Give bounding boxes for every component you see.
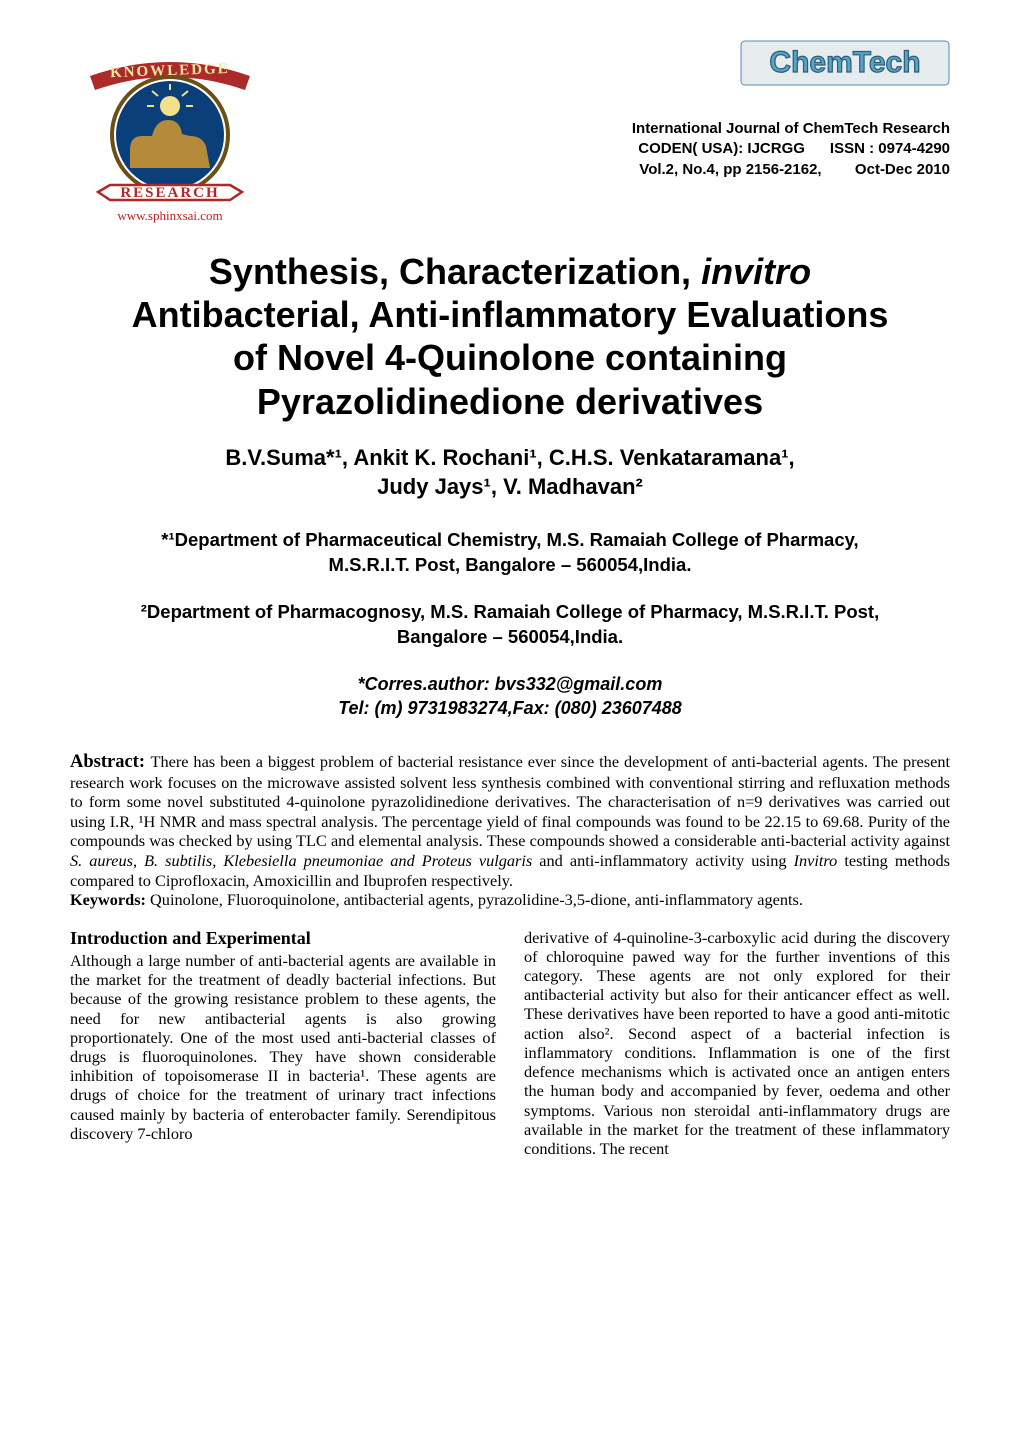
article-title: Synthesis, Characterization, invitro Ant…: [70, 250, 950, 423]
title-line2: Antibacterial, Anti-inflammatory Evaluat…: [132, 294, 889, 335]
affiliation-1: *¹Department of Pharmaceutical Chemistry…: [70, 528, 950, 578]
affil2-line2: Bangalore – 560054,India.: [70, 625, 950, 650]
abstract: Abstract: There has been a biggest probl…: [70, 751, 950, 910]
title-line1-pre: Synthesis, Characterization,: [209, 251, 701, 292]
abstract-text-c: and anti-inflammatory activity using: [532, 851, 793, 870]
section-head-intro: Introduction and Experimental: [70, 928, 496, 949]
authors: B.V.Suma*¹, Ankit K. Rochani¹, C.H.S. Ve…: [70, 443, 950, 502]
page-root: KNOWLEDGE RESEARCH: [0, 0, 1020, 1208]
journal-meta: International Journal of ChemTech Resear…: [390, 119, 950, 180]
abstract-lead: Abstract:: [70, 752, 151, 772]
keywords-text: Quinolone, Fluoroquinolone, antibacteria…: [150, 890, 803, 909]
abstract-italic-1: S. aureus, B. subtilis, Klebesiella pneu…: [70, 851, 532, 870]
chemtech-badge: ChemTech ChemTech: [740, 40, 950, 91]
journal-meta-line2: CODEN( USA): IJCRGG ISSN : 0974-4290: [390, 139, 950, 159]
body-col-right: derivative of 4-quinoline-3-carboxylic a…: [524, 928, 950, 1159]
sphinx-logo-svg: KNOWLEDGE RESEARCH: [70, 40, 270, 240]
logo-url: www.sphinxsai.com: [117, 208, 222, 223]
logo-research-text: RESEARCH: [120, 185, 219, 201]
journal-meta-line3: Vol.2, No.4, pp 2156-2162, Oct-Dec 2010: [390, 160, 950, 180]
authors-line2: Judy Jays¹, V. Madhavan²: [70, 472, 950, 502]
authors-line1: B.V.Suma*¹, Ankit K. Rochani¹, C.H.S. Ve…: [70, 443, 950, 473]
body-columns: Introduction and Experimental Although a…: [70, 928, 950, 1159]
affil1-line2: M.S.R.I.T. Post, Bangalore – 560054,Indi…: [70, 553, 950, 578]
journal-meta-line1: International Journal of ChemTech Resear…: [390, 119, 950, 139]
body-left-text: Although a large number of anti-bacteria…: [70, 951, 496, 1143]
body-right-text: derivative of 4-quinoline-3-carboxylic a…: [524, 928, 950, 1158]
abstract-italic-2: Invitro: [794, 851, 838, 870]
title-line4: Pyrazolidinedione derivatives: [257, 381, 763, 422]
corres-line1: *Corres.author: bvs332@gmail.com: [70, 672, 950, 696]
keywords-lead: Keywords:: [70, 890, 150, 909]
logo-sun: [160, 96, 180, 116]
corres-line2: Tel: (m) 9731983274,Fax: (080) 23607488: [70, 696, 950, 720]
affiliation-2: ²Department of Pharmacognosy, M.S. Ramai…: [70, 600, 950, 650]
svg-text:ChemTech: ChemTech: [769, 46, 920, 79]
header: KNOWLEDGE RESEARCH: [70, 40, 950, 240]
body-col-left: Introduction and Experimental Although a…: [70, 928, 496, 1159]
publisher-logo: KNOWLEDGE RESEARCH: [70, 40, 280, 240]
affil1-line1: *¹Department of Pharmaceutical Chemistry…: [70, 528, 950, 553]
abstract-text-b: ¹H NMR and mass spectral analysis. The p…: [70, 812, 950, 851]
title-line3: of Novel 4-Quinolone containing: [233, 337, 787, 378]
title-block: Synthesis, Characterization, invitro Ant…: [70, 250, 950, 423]
header-right: ChemTech ChemTech International Journal …: [390, 40, 950, 180]
title-line1-italic: invitro: [701, 251, 811, 292]
affil2-line1: ²Department of Pharmacognosy, M.S. Ramai…: [70, 600, 950, 625]
chemtech-badge-svg: ChemTech ChemTech: [740, 40, 950, 86]
corresponding-author: *Corres.author: bvs332@gmail.com Tel: (m…: [70, 672, 950, 721]
logo-research-plaque: RESEARCH: [98, 185, 242, 201]
